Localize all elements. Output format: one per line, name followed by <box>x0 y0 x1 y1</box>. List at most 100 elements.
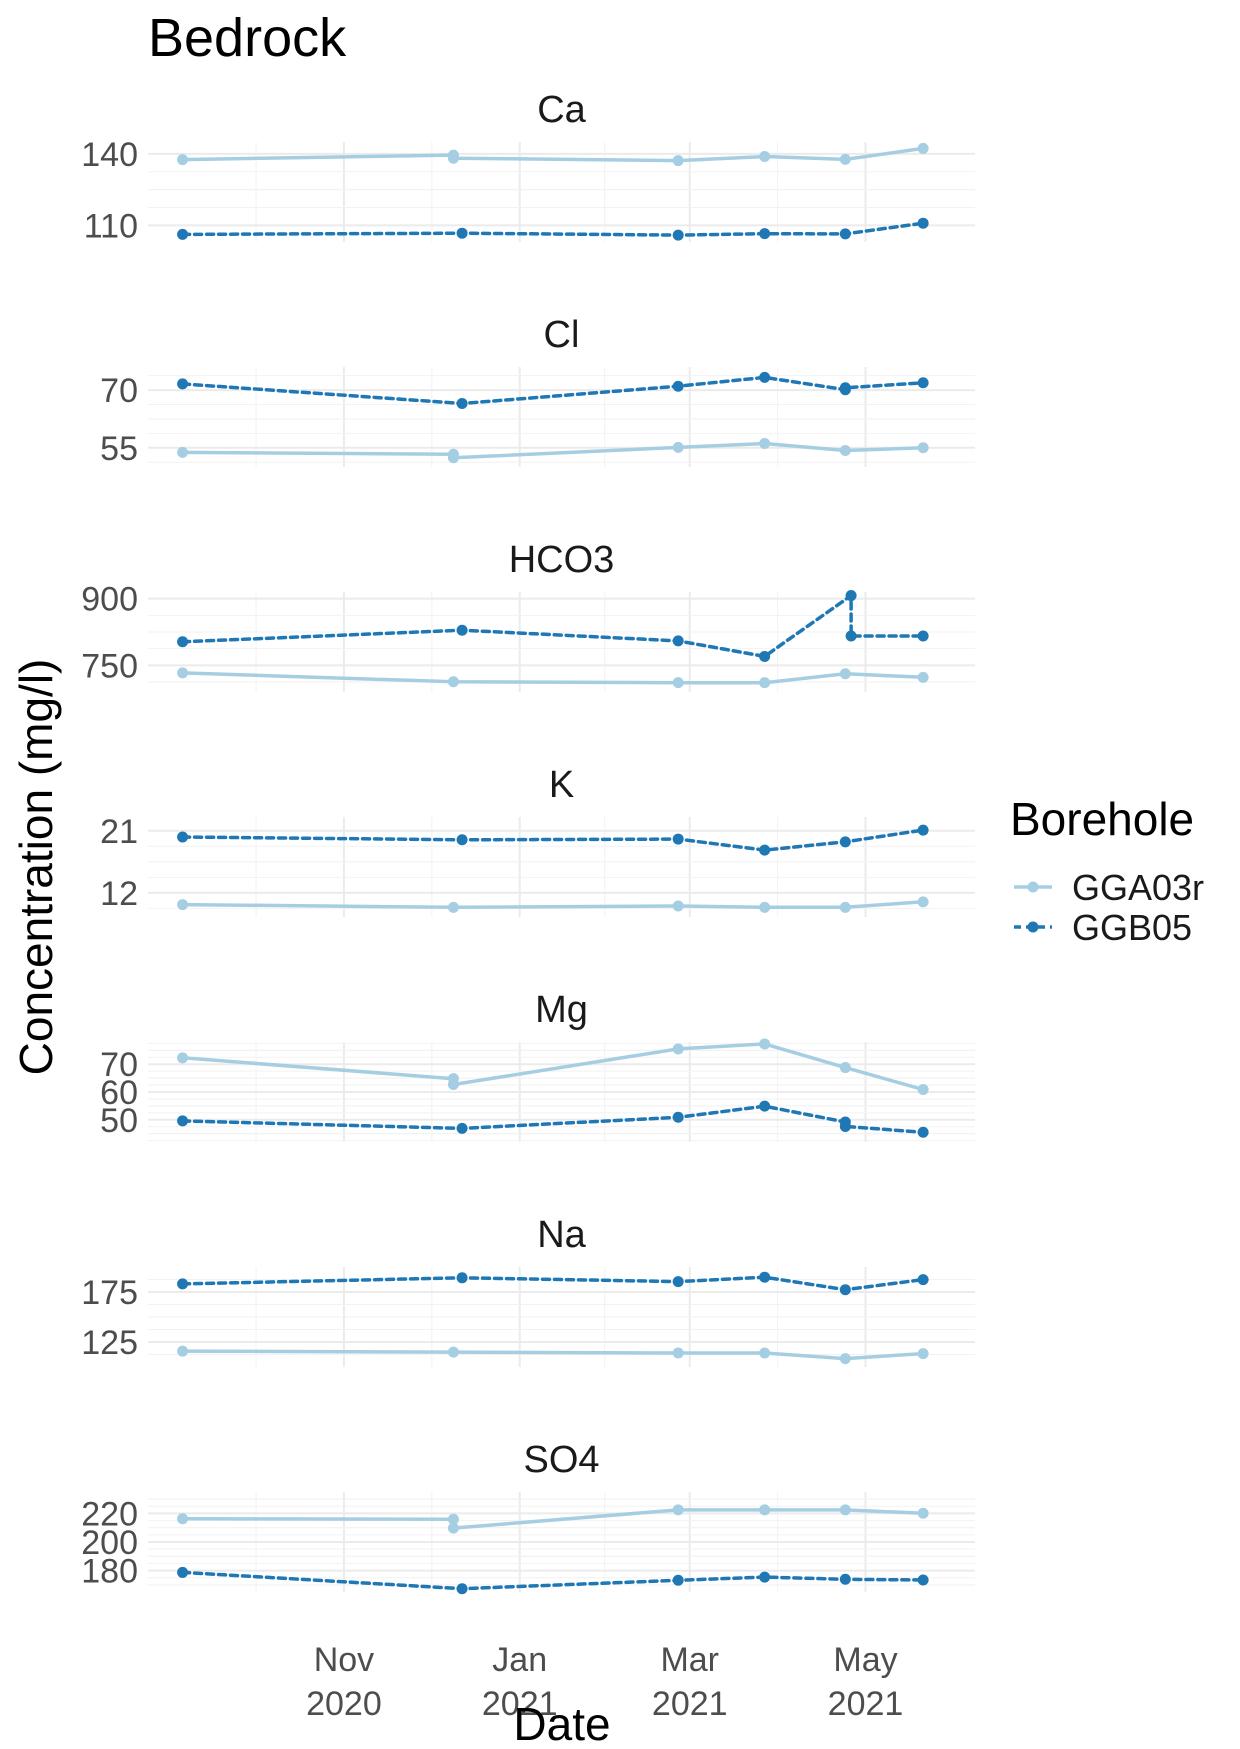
data-point <box>457 834 468 845</box>
series-ggb05 <box>177 590 929 662</box>
data-point <box>759 372 770 383</box>
y-tick-label: 12 <box>100 875 138 913</box>
facet-title: Mg <box>535 989 588 1031</box>
data-point <box>918 896 929 907</box>
data-point <box>177 636 188 647</box>
x-tick-year: 2021 <box>828 1685 904 1723</box>
data-point <box>918 825 929 836</box>
data-point <box>457 1123 468 1134</box>
data-point <box>673 1112 684 1123</box>
data-point <box>759 1272 770 1283</box>
y-tick-label: 175 <box>81 1274 138 1312</box>
facet-title: Cl <box>544 314 580 356</box>
data-point <box>759 1504 770 1515</box>
x-tick-label: May <box>833 1641 897 1679</box>
data-point <box>918 1084 929 1095</box>
chart-title: Bedrock <box>148 8 347 68</box>
x-axis-title: Date <box>513 1698 610 1749</box>
data-point <box>840 1284 851 1295</box>
data-point <box>177 1115 188 1126</box>
data-point <box>448 153 459 164</box>
data-point <box>918 1508 929 1519</box>
data-point <box>840 154 851 165</box>
data-point <box>840 445 851 456</box>
data-point <box>177 899 188 910</box>
facet-title: HCO3 <box>509 539 615 581</box>
data-point <box>177 447 188 458</box>
legend-label-gga03r: GGA03r <box>1072 867 1204 908</box>
data-point <box>759 1348 770 1359</box>
data-point <box>759 1038 770 1049</box>
data-point <box>918 143 929 154</box>
data-point <box>918 672 929 683</box>
legend-label-ggb05: GGB05 <box>1072 907 1192 948</box>
data-point <box>457 228 468 239</box>
data-point <box>177 229 188 240</box>
data-point <box>918 377 929 388</box>
data-point <box>457 1272 468 1283</box>
series-ggb05 <box>177 825 929 856</box>
data-point <box>457 625 468 636</box>
legend-title: Borehole <box>1010 793 1194 845</box>
data-point <box>759 228 770 239</box>
facet-title: SO4 <box>523 1439 599 1481</box>
data-point <box>673 635 684 646</box>
y-tick-label: 220 <box>81 1495 138 1533</box>
series-gga03r <box>177 1038 929 1095</box>
data-point <box>448 452 459 463</box>
series-line <box>183 1572 924 1588</box>
data-point <box>177 1346 188 1357</box>
data-point <box>846 590 857 601</box>
data-point <box>918 1127 929 1138</box>
facet-mg: Mg506070 <box>100 989 975 1142</box>
facet-cl: Cl 55 70 <box>100 314 975 468</box>
data-point <box>840 668 851 679</box>
legend: Borehole GGA03r GGB05 <box>1010 793 1204 948</box>
series-line <box>183 902 924 908</box>
data-point <box>177 1513 188 1524</box>
data-point <box>759 651 770 662</box>
data-point <box>673 1575 684 1586</box>
series-line <box>183 596 924 657</box>
data-point <box>846 631 857 642</box>
data-point <box>673 1348 684 1359</box>
data-point <box>759 438 770 449</box>
facet-title: Ca <box>537 89 586 131</box>
x-tick-year: 2020 <box>306 1685 382 1723</box>
y-tick-label: 750 <box>81 647 138 685</box>
y-tick-label: 110 <box>84 207 138 245</box>
series-ggb05 <box>177 218 929 241</box>
data-point <box>759 902 770 913</box>
data-point <box>840 1353 851 1364</box>
facet-ca: Ca 110 140 <box>81 89 975 245</box>
data-point <box>177 154 188 165</box>
data-point <box>448 1347 459 1358</box>
data-point <box>918 1274 929 1285</box>
series-gga03r <box>177 667 929 688</box>
data-point <box>840 1062 851 1073</box>
data-point <box>840 1121 851 1132</box>
facet-title: Na <box>537 1214 586 1256</box>
data-point <box>448 1523 459 1534</box>
facet-na: Na 125 175 <box>81 1214 975 1367</box>
data-point <box>840 902 851 913</box>
x-tick-label: Mar <box>660 1641 719 1679</box>
data-point <box>918 1348 929 1359</box>
data-point <box>448 902 459 913</box>
data-point <box>177 832 188 843</box>
series-gga03r <box>177 1504 929 1533</box>
data-point <box>918 442 929 453</box>
data-point <box>759 1572 770 1583</box>
data-point <box>673 381 684 392</box>
facet-k: K1221 <box>100 764 975 917</box>
data-point <box>840 1504 851 1515</box>
data-point <box>177 378 188 389</box>
data-point <box>840 836 851 847</box>
y-tick-label: 70 <box>100 372 138 410</box>
data-point <box>448 1079 459 1090</box>
data-point <box>759 1101 770 1112</box>
data-point <box>918 631 929 642</box>
x-tick-label: Jan <box>492 1641 547 1679</box>
